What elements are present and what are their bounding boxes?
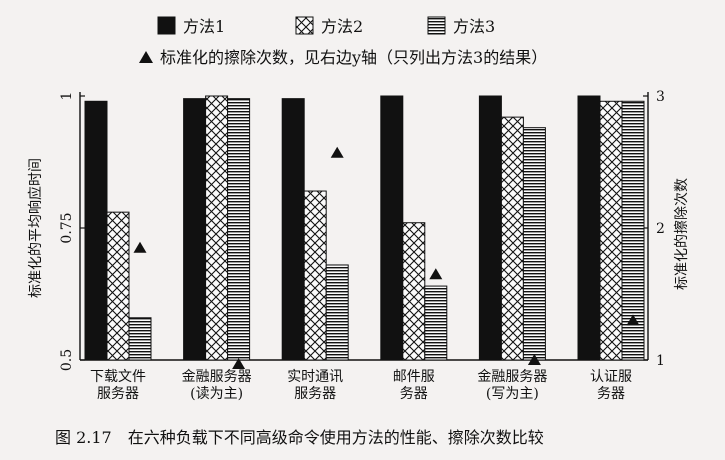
bar-solid [183, 98, 207, 361]
legend: 方法1 方法2 方法3 标准化的擦除次数，见右边y轴（只列出方法3的结果） [139, 16, 547, 67]
erase-count-markers [133, 146, 640, 369]
right-tick-label: 1 [656, 353, 665, 369]
axes: 0.5 0.75 1 1 2 3 标准化的平均响应时间 标准化的擦除次数 [27, 89, 690, 371]
left-tick-label: 0.75 [59, 212, 75, 243]
bar-hlines [227, 98, 251, 361]
bar-hlines [128, 317, 152, 361]
bar-hlines [424, 285, 448, 361]
bar-crosshatch [205, 95, 229, 361]
triangle-marker [232, 357, 246, 369]
category-label: 务器 [597, 386, 625, 402]
category-label: (写为主) [486, 386, 539, 402]
bar-crosshatch [500, 116, 524, 361]
category-label: 服务器 [294, 386, 336, 402]
right-tick-label: 2 [656, 221, 665, 237]
category-labels: 下载文件服务器金融服务器(读为主)实时通讯服务器邮件服务器金融服务器(写为主)认… [90, 369, 632, 402]
bar-solid [478, 95, 502, 361]
legend-label: 方法1 [183, 17, 225, 36]
category-label: 认证服 [590, 369, 632, 385]
bar-hlines [621, 100, 645, 361]
triangle-marker [133, 241, 147, 253]
left-tick-label: 1 [59, 92, 75, 101]
bar-crosshatch [402, 222, 426, 361]
legend-swatch-solid [157, 16, 176, 35]
category-label: 下载文件 [90, 369, 146, 385]
left-tick-label: 0.5 [59, 349, 75, 371]
triangle-marker [429, 268, 443, 280]
category-label: 邮件服 [393, 369, 435, 385]
bar-solid [577, 95, 601, 361]
bar-hlines [522, 127, 546, 361]
legend-note: 标准化的擦除次数，见右边y轴（只列出方法3的结果） [160, 48, 547, 67]
category-label: 金融服务器 [182, 369, 252, 385]
right-tick-label: 3 [656, 89, 665, 105]
category-label: 务器 [400, 386, 428, 402]
left-axis-title: 标准化的平均响应时间 [27, 158, 44, 298]
figure-caption: 图 2.17 在六种负载下不同高级命令使用方法的性能、擦除次数比较 [55, 428, 544, 447]
legend-swatch-crosshatch [295, 16, 314, 35]
category-label: 金融服务器 [477, 369, 547, 385]
triangle-marker [527, 354, 541, 365]
triangle-marker [626, 314, 640, 326]
bar-crosshatch [106, 211, 130, 361]
bar-solid [281, 98, 305, 361]
category-label: 实时通讯 [287, 369, 343, 385]
category-label: (读为主) [190, 385, 243, 402]
triangle-marker [330, 146, 344, 158]
legend-triangle-icon [139, 51, 153, 63]
legend-label: 方法2 [321, 17, 363, 36]
bar-crosshatch [303, 190, 327, 361]
bar-crosshatch [599, 100, 623, 361]
bar-solid [84, 100, 108, 361]
category-label: 服务器 [97, 386, 139, 402]
right-axis-title: 标准化的擦除次数 [673, 178, 690, 290]
legend-label: 方法3 [453, 17, 495, 36]
bar-hlines [325, 264, 349, 361]
bars [84, 95, 645, 361]
bar-solid [380, 95, 404, 361]
legend-swatch-hlines [427, 16, 446, 35]
